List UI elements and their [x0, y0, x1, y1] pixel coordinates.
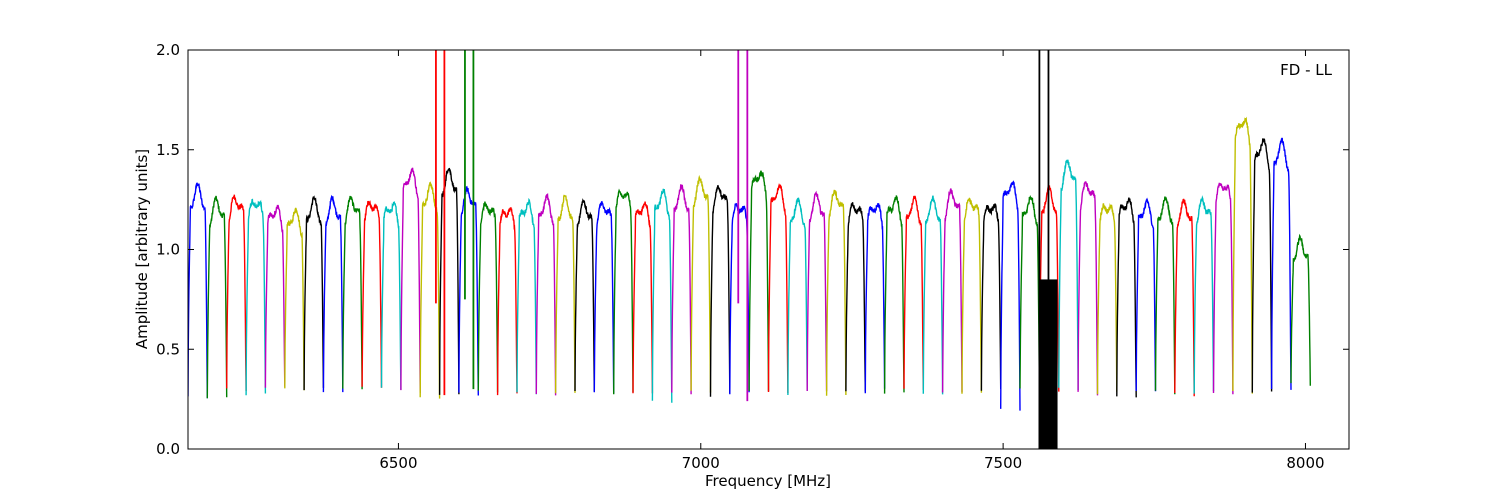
subband-trace — [980, 203, 1002, 391]
subband-trace — [632, 201, 654, 394]
subband-trace — [671, 184, 692, 395]
subband-trace — [342, 195, 363, 390]
chart-annotation: FD - LL — [1280, 61, 1332, 79]
subband-trace — [1290, 233, 1312, 386]
subband-trace — [1096, 202, 1118, 395]
subband-trace — [1251, 138, 1273, 393]
subband-trace — [322, 194, 344, 393]
subband-trace — [400, 167, 421, 394]
series-layer — [188, 50, 1312, 449]
subband-trace — [1000, 180, 1021, 411]
y-axis-label: Amplitude [arbitrary units] — [133, 149, 151, 349]
subband-trace — [709, 184, 731, 397]
y-tick-label: 0.5 — [156, 340, 180, 358]
subband-trace — [535, 193, 557, 396]
subband-trace — [690, 174, 712, 393]
subband-trace — [883, 195, 905, 394]
subband-trace — [226, 194, 247, 392]
subband-trace — [477, 201, 499, 393]
subband-trace — [941, 188, 963, 393]
subband-trace — [651, 188, 673, 403]
subband-trace — [574, 198, 595, 392]
subband-trace — [806, 190, 828, 392]
subband-trace — [748, 170, 770, 392]
subband-trace — [245, 198, 267, 396]
subband-trace — [593, 200, 615, 394]
subband-trace — [922, 195, 944, 395]
subband-trace — [1058, 159, 1079, 391]
subband-trace — [903, 195, 924, 390]
x-axis-label: Frequency [MHz] — [705, 472, 831, 490]
subband-trace — [1154, 196, 1176, 395]
subband-trace — [1135, 197, 1157, 392]
ticks-layer: 6500 7000 7500 8000 0.0 0.5 1.0 1.5 2.0 — [156, 41, 1349, 472]
subband-trace — [1270, 137, 1292, 390]
subband-trace — [284, 207, 305, 391]
subband-trace — [864, 203, 886, 394]
y-tick-label: 0.0 — [156, 440, 180, 458]
x-tick-label: 7500 — [984, 454, 1022, 472]
subband-trace — [845, 202, 866, 392]
subband-trace — [264, 204, 286, 388]
y-tick-label: 1.0 — [156, 241, 180, 259]
y-tick-label: 1.5 — [156, 141, 180, 159]
rfi-block — [1039, 279, 1058, 449]
y-tick-label: 2.0 — [156, 41, 180, 59]
subband-trace — [1193, 195, 1215, 394]
subband-trace — [825, 189, 847, 396]
subband-trace — [1116, 197, 1137, 398]
subband-trace — [458, 185, 479, 396]
x-tick-label: 7000 — [682, 454, 720, 472]
subband-trace — [496, 207, 518, 396]
subband-trace — [1232, 116, 1254, 394]
subband-trace — [516, 197, 537, 395]
subband-trace — [1019, 195, 1041, 390]
subband-trace — [188, 182, 208, 399]
x-tick-label: 8000 — [1286, 454, 1324, 472]
subband-trace — [303, 195, 325, 391]
subband-trace — [206, 195, 228, 399]
subband-trace — [1212, 182, 1234, 395]
subband-trace — [438, 167, 460, 395]
subband-trace — [361, 200, 383, 388]
subband-trace — [961, 196, 983, 394]
subband-trace — [1174, 198, 1195, 397]
subband-trace — [767, 183, 789, 394]
subband-trace — [613, 188, 634, 395]
subband-trace — [787, 197, 808, 396]
subband-trace — [1077, 181, 1099, 396]
subband-trace — [729, 202, 750, 395]
subband-trace — [554, 194, 576, 394]
subband-trace — [380, 201, 402, 390]
x-tick-label: 6500 — [379, 454, 417, 472]
